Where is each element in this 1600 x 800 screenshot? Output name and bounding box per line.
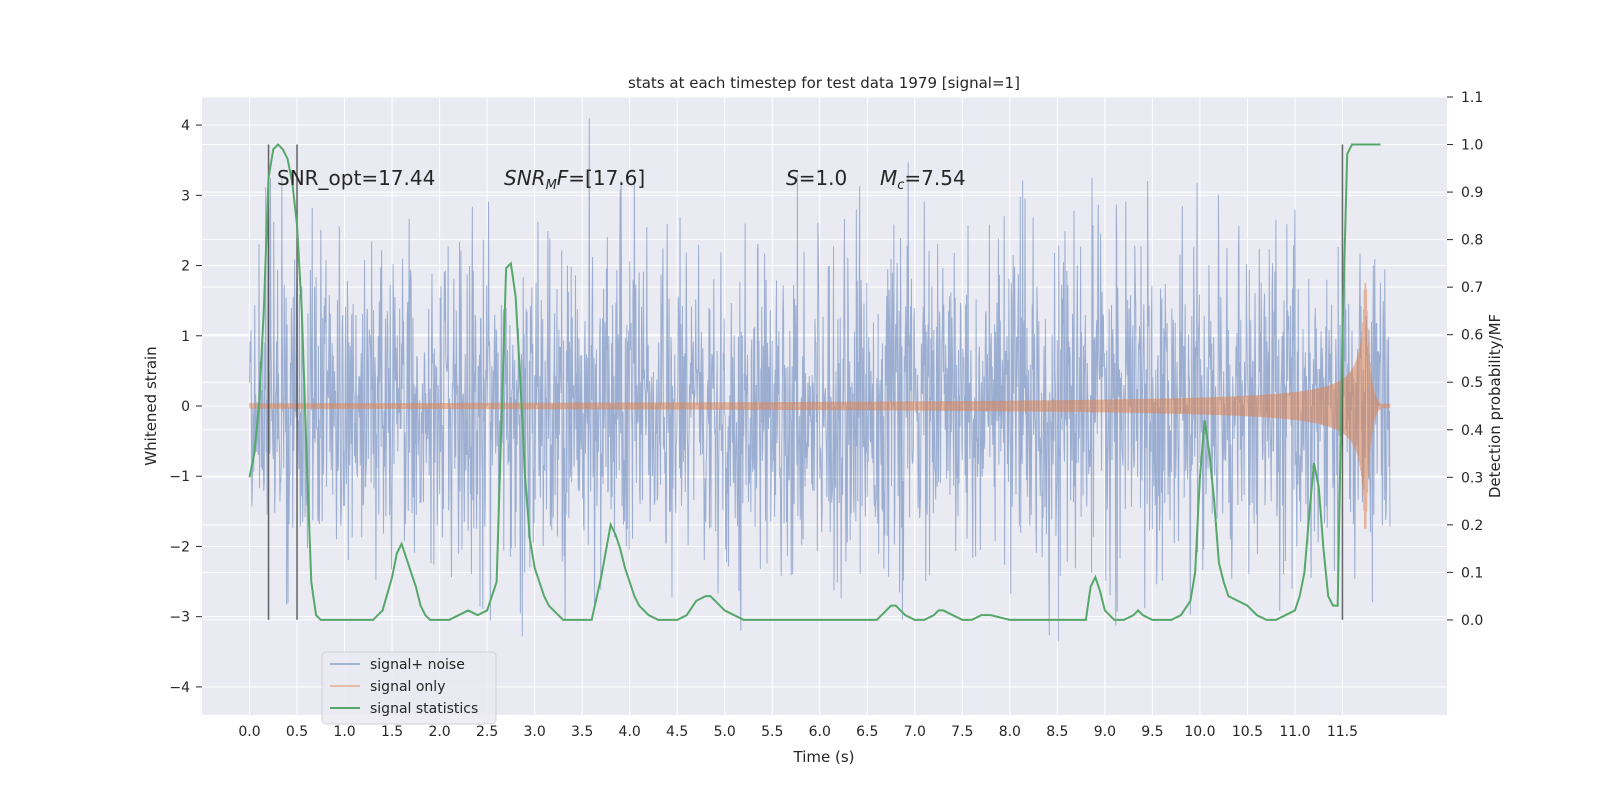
x-tick-label: 1.5 bbox=[381, 724, 403, 740]
y2-tick-label: 0.7 bbox=[1461, 280, 1483, 296]
x-tick-label: 0.5 bbox=[286, 724, 308, 740]
x-tick-label: 5.5 bbox=[761, 724, 783, 740]
y-tick-label: 3 bbox=[181, 188, 190, 204]
signal-statistics-series bbox=[248, 143, 1381, 621]
x-tick-label: 7.5 bbox=[951, 724, 973, 740]
y2-ticks: 1.1 1.0 0.9 0.8 0.7 0.6 0.5 0.4 0.3 0.2 0.1 0.0 bbox=[1447, 90, 1483, 629]
noise-line bbox=[249, 118, 1391, 642]
x-tick-label: 3.0 bbox=[524, 724, 546, 740]
x-tick-label: 11.0 bbox=[1279, 724, 1310, 740]
legend: signal+ noise signal only signal statist… bbox=[321, 651, 497, 725]
y2-tick-label: 1.0 bbox=[1461, 138, 1483, 154]
y2-tick-label: 0.9 bbox=[1461, 185, 1483, 201]
x-tick-label: 8.0 bbox=[999, 724, 1021, 740]
chart-title: stats at each timestep for test data 197… bbox=[628, 74, 1020, 92]
signal-statistics-line bbox=[248, 143, 1381, 621]
y2-tick-label: 1.1 bbox=[1461, 90, 1483, 106]
y2-tick-label: 0.4 bbox=[1461, 423, 1483, 439]
x-tick-label: 9.5 bbox=[1141, 724, 1163, 740]
legend-label-signal: signal only bbox=[370, 679, 445, 695]
y-tick-label: 1 bbox=[181, 329, 190, 345]
x-tick-label: 5.0 bbox=[714, 724, 736, 740]
y-axis-title: Whitened strain bbox=[142, 346, 160, 465]
x-axis-title: Time (s) bbox=[793, 748, 855, 766]
y-tick-label: −4 bbox=[169, 680, 190, 696]
y2-tick-label: 0.6 bbox=[1461, 328, 1483, 344]
x-tick-label: 10.5 bbox=[1232, 724, 1263, 740]
signal-line bbox=[249, 283, 1391, 529]
y-tick-label: −3 bbox=[169, 610, 190, 626]
x-tick-label: 4.5 bbox=[666, 724, 688, 740]
annotation-mc: Mc=7.54 bbox=[880, 166, 966, 193]
x-tick-label: 11.5 bbox=[1327, 724, 1358, 740]
x-tick-label: 2.5 bbox=[476, 724, 498, 740]
x-tick-label: 9.0 bbox=[1094, 724, 1116, 740]
legend-box bbox=[321, 651, 497, 725]
y-tick-label: 4 bbox=[181, 118, 190, 134]
y2-tick-label: 0.1 bbox=[1461, 565, 1483, 581]
y-ticks: 4 3 2 1 0 −1 −2 −3 −4 bbox=[169, 118, 202, 696]
x-tick-label: 4.0 bbox=[619, 724, 641, 740]
y-tick-label: 2 bbox=[181, 259, 190, 275]
y2-tick-label: 0.0 bbox=[1461, 613, 1483, 629]
x-tick-label: 3.5 bbox=[571, 724, 593, 740]
annotation-snr-mf: SNRMF=[17.6] bbox=[504, 166, 645, 193]
y-tick-label: 0 bbox=[181, 399, 190, 415]
x-tick-label: 8.5 bbox=[1046, 724, 1068, 740]
noise-series bbox=[249, 118, 1391, 642]
y-tick-label: −2 bbox=[169, 539, 190, 555]
y2-tick-label: 0.3 bbox=[1461, 470, 1483, 486]
legend-label-stats: signal statistics bbox=[370, 701, 478, 717]
y-tick-label: −1 bbox=[169, 469, 190, 485]
annotation-s: S=1.0 bbox=[786, 166, 847, 190]
y2-axis-title: Detection probability/MF bbox=[1486, 314, 1504, 498]
signal-only-series bbox=[249, 283, 1391, 529]
annotation-snr-opt: SNR_opt=17.44 bbox=[277, 166, 435, 190]
y2-tick-label: 0.5 bbox=[1461, 375, 1483, 391]
x-tick-label: 2.0 bbox=[428, 724, 450, 740]
x-tick-label: 7.0 bbox=[904, 724, 926, 740]
x-tick-label: 6.0 bbox=[809, 724, 831, 740]
x-tick-label: 10.0 bbox=[1184, 724, 1215, 740]
x-tick-label: 0.0 bbox=[238, 724, 260, 740]
y2-tick-label: 0.2 bbox=[1461, 518, 1483, 534]
y2-tick-label: 0.8 bbox=[1461, 233, 1483, 249]
legend-label-noise: signal+ noise bbox=[370, 657, 465, 673]
x-tick-label: 6.5 bbox=[856, 724, 878, 740]
x-ticks: 0.0 0.5 1.0 1.5 2.0 2.5 3.0 3.5 4.0 4.5 5.0 5.5 6.0 6… bbox=[238, 724, 1358, 740]
x-tick-label: 1.0 bbox=[333, 724, 355, 740]
